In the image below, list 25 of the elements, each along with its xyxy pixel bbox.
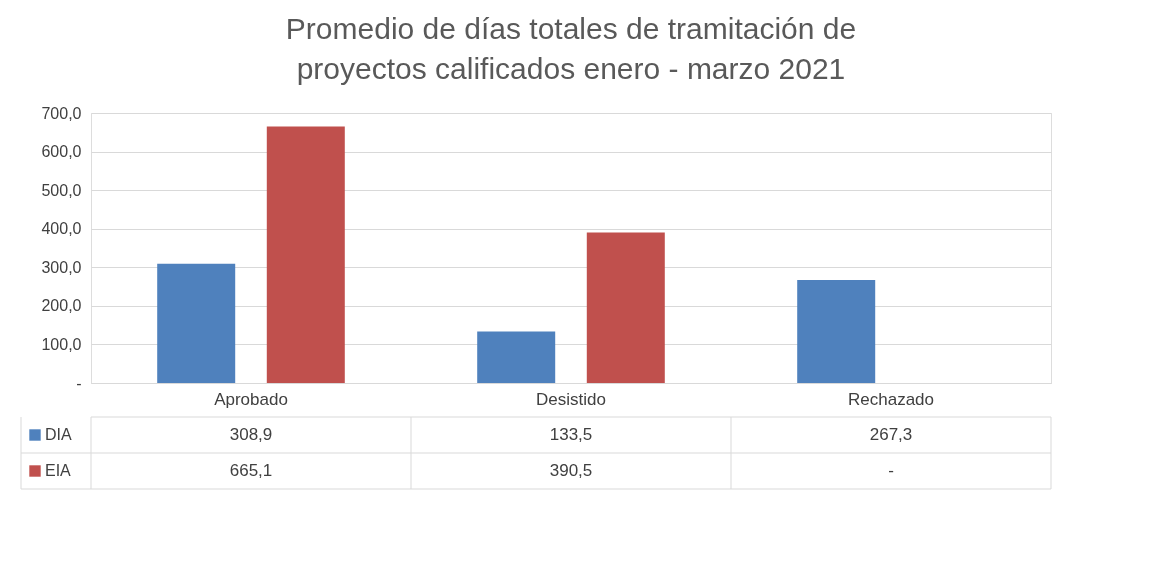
y-tick-label: 500,0 [41,181,82,199]
x-tick-label: Desistido [536,389,606,409]
data-label: - [888,461,894,480]
bar [586,232,665,383]
bar [266,126,345,383]
data-label: 267,3 [869,425,913,444]
y-tick-label: 200,0 [41,297,82,315]
y-tick-label: 700,0 [41,104,82,122]
x-tick-label: Rechazado [847,389,935,409]
data-label: 665,1 [229,461,273,480]
legend-label: EIA [45,462,72,479]
bar [477,331,556,383]
y-tick-label: 400,0 [41,220,82,238]
legend-label: DIA [45,426,72,443]
data-label: 390,5 [549,461,593,480]
y-tick-label: 100,0 [41,335,82,353]
data-label: 308,9 [229,425,273,444]
data-label: 133,5 [549,425,593,444]
x-tick-label: Aprobado [214,389,288,409]
y-tick-label: - [76,374,82,392]
bar [797,279,876,383]
bar [157,263,236,383]
y-tick-label: 600,0 [41,143,82,161]
y-tick-label: 300,0 [41,258,82,276]
chart-title: Promedio de días totales de tramitación de proyectos calificados enero - marzo 2021 [285,12,857,85]
